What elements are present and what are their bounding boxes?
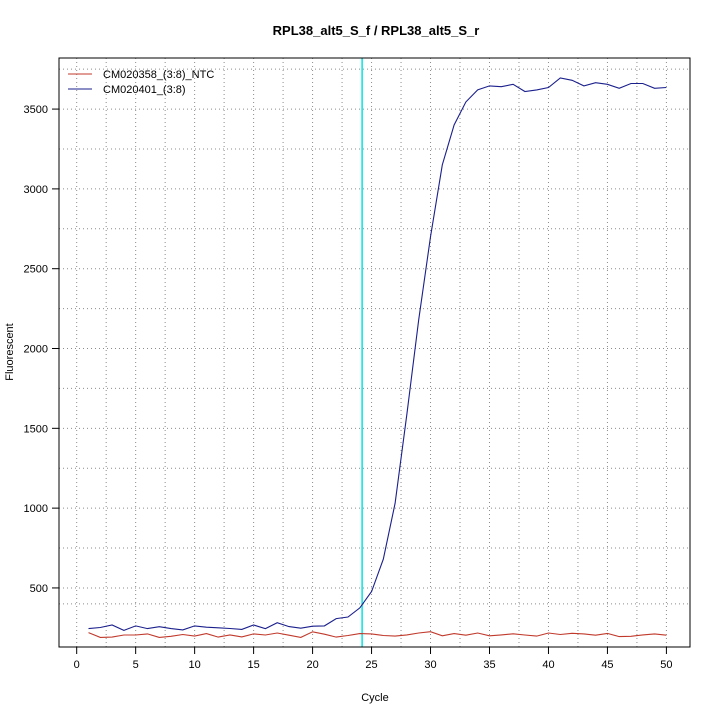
series-line-0: [88, 631, 667, 638]
legend-label-1: CM020401_(3:8): [103, 84, 186, 96]
y-axis-label: Fluorescent: [4, 323, 16, 380]
x-tick-label: 10: [189, 659, 201, 671]
x-tick-label: 20: [306, 659, 318, 671]
x-tick-label: 35: [483, 659, 495, 671]
x-tick-label: 0: [74, 659, 80, 671]
plot-area: 0 5 10 15 20 25 30 35 40 45 50 500 1000 1500 2000 2500 3…: [24, 57, 691, 671]
x-tick-label: 30: [424, 659, 436, 671]
y-tick-label: 500: [30, 583, 48, 595]
y-tick-label: 2000: [24, 344, 48, 356]
x-axis-label: Cycle: [361, 692, 389, 704]
x-tick-label: 5: [133, 659, 139, 671]
y-tick-label: 3500: [24, 104, 48, 116]
y-tick-label: 1000: [24, 503, 48, 515]
x-tick-label: 25: [365, 659, 377, 671]
plot-frame: [58, 57, 691, 648]
series-line-1: [88, 77, 667, 631]
x-tick-label: 45: [601, 659, 613, 671]
y-tick-label: 1500: [24, 423, 48, 435]
x-tick-label: 40: [542, 659, 554, 671]
legend-label-0: CM020358_(3:8)_NTC: [103, 69, 214, 81]
x-tick-label: 50: [660, 659, 672, 671]
y-tick-label: 3000: [24, 184, 48, 196]
y-tick-label: 2500: [24, 264, 48, 276]
x-tick-label: 15: [247, 659, 259, 671]
chart-title: RPL38_alt5_S_f / RPL38_alt5_S_r: [273, 23, 480, 38]
